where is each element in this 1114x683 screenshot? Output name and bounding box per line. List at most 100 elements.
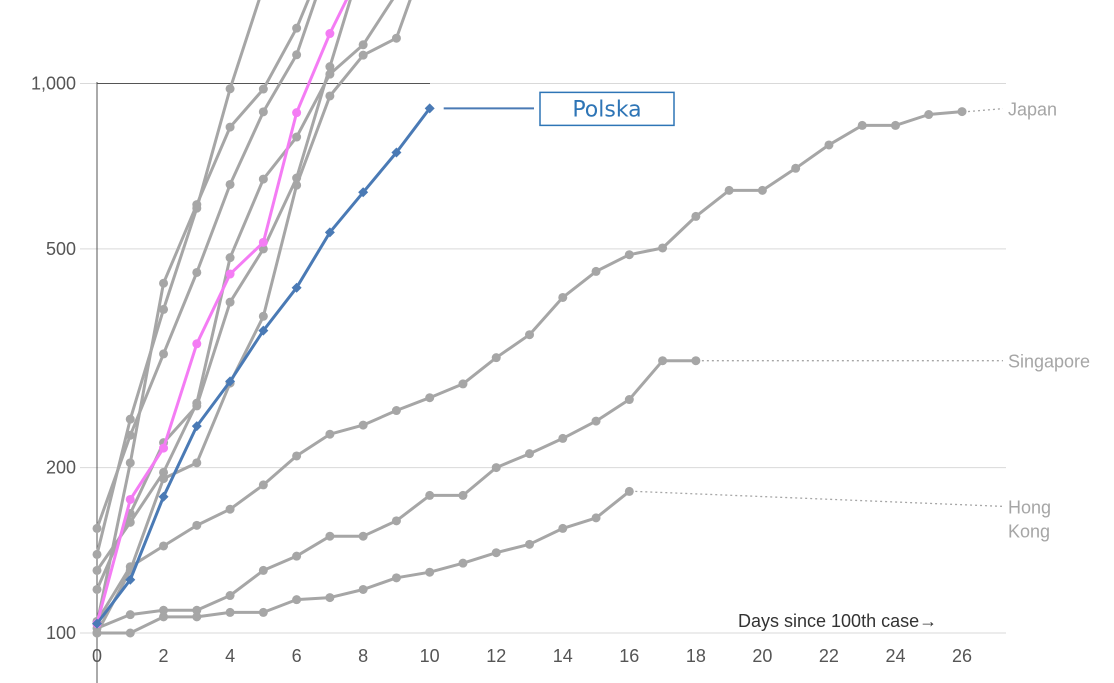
data-point-us <box>192 339 202 349</box>
data-point-japan <box>225 504 235 514</box>
data-point-japan <box>325 429 335 439</box>
series-line-singapore <box>96 359 696 630</box>
data-point-japan <box>258 480 268 490</box>
data-point-france <box>258 311 268 321</box>
series-italy <box>92 0 317 533</box>
data-point-polska <box>92 618 102 629</box>
data-point-polska <box>158 491 169 502</box>
data-point-singapore <box>325 531 335 541</box>
data-point-japan <box>125 562 135 572</box>
data-point-polska <box>225 376 236 387</box>
data-point-germany <box>225 253 235 263</box>
data-point-hong-kong <box>425 567 435 577</box>
series-singapore <box>92 356 701 633</box>
data-point-germany <box>125 517 135 527</box>
axes: 1002005001,0002,0005,00010,00020,0000246… <box>31 74 972 683</box>
data-point-polska <box>125 574 136 585</box>
data-point-germany <box>325 69 335 79</box>
data-point-us <box>225 269 235 279</box>
series-us <box>92 0 349 629</box>
data-point-france <box>292 180 302 190</box>
series-line-germany <box>95 0 395 572</box>
data-point-singapore <box>658 356 668 366</box>
data-point-polska <box>191 421 202 432</box>
data-point-us <box>159 443 169 453</box>
x-tick-label: 2 <box>159 646 169 666</box>
x-tick-label: 8 <box>358 646 368 666</box>
x-tick-label: 14 <box>553 646 573 666</box>
x-tick-label: 26 <box>952 646 972 666</box>
data-point-singapore <box>591 416 601 426</box>
data-point-polska <box>324 227 335 238</box>
data-point-japan <box>857 120 867 130</box>
data-point-singapore <box>624 395 634 405</box>
data-point-hong-kong <box>225 607 235 617</box>
data-point-iran <box>125 414 135 424</box>
data-point-us <box>258 237 268 247</box>
data-point-japan <box>391 406 401 416</box>
data-point-s-korea <box>258 84 268 94</box>
series-line-iran <box>95 0 261 555</box>
data-point-hong-kong <box>624 486 634 496</box>
data-point-singapore <box>558 433 568 443</box>
series-layer <box>92 0 967 638</box>
y-tick-label: 100 <box>46 623 76 643</box>
data-point-spain <box>325 62 335 72</box>
data-point-italy <box>92 523 102 533</box>
data-point-japan <box>491 353 501 363</box>
data-point-japan <box>724 185 734 195</box>
data-point-hong-kong <box>591 513 601 523</box>
data-point-japan <box>591 266 601 276</box>
data-point-japan <box>658 243 668 253</box>
x-tick-label: 24 <box>885 646 905 666</box>
series-label-line: Japan <box>1008 100 1057 120</box>
data-point-iran <box>159 304 169 314</box>
data-point-japan <box>890 120 900 130</box>
data-point-iran <box>92 549 102 559</box>
data-point-italy <box>192 267 202 277</box>
data-point-japan <box>757 185 767 195</box>
data-point-japan <box>425 393 435 403</box>
leader-line-hong-kong <box>635 490 1004 508</box>
data-point-s-korea <box>225 122 235 132</box>
data-point-germany <box>292 132 302 142</box>
data-point-singapore <box>425 490 435 500</box>
data-point-hong-kong <box>258 607 268 617</box>
y-tick-label: 500 <box>46 239 76 259</box>
country-labels: ItalyIranSpainGermanyFranceS. KoreaJapan… <box>443 91 1090 541</box>
y-tick-label: 1,000 <box>31 74 76 94</box>
data-point-japan <box>292 451 302 461</box>
x-tick-label: 0 <box>92 646 102 666</box>
series-spain <box>92 0 352 594</box>
data-point-italy <box>258 107 268 117</box>
x-tick-label: 4 <box>225 646 235 666</box>
data-point-japan <box>458 379 468 389</box>
data-point-polska <box>291 282 302 293</box>
data-point-germany <box>258 174 268 184</box>
data-point-france <box>159 474 169 484</box>
y-tick-label: 200 <box>46 458 76 478</box>
data-point-japan <box>691 211 701 221</box>
series-line-spain <box>95 0 352 591</box>
data-point-germany <box>159 467 169 477</box>
data-point-singapore <box>125 610 135 620</box>
series-hong-kong <box>92 486 634 638</box>
data-point-hong-kong <box>292 595 302 605</box>
x-axis-title: Days since 100th case→ <box>738 611 937 631</box>
data-point-singapore <box>358 531 368 541</box>
data-point-japan <box>192 520 202 530</box>
series-label-line: Kong <box>1008 521 1050 541</box>
leader-line-japan <box>967 107 1004 113</box>
data-point-s-korea <box>125 458 135 468</box>
data-point-singapore <box>159 605 169 615</box>
data-point-hong-kong <box>391 573 401 583</box>
data-point-japan <box>159 541 169 551</box>
data-point-japan <box>791 163 801 173</box>
data-point-singapore <box>458 490 468 500</box>
x-tick-label: 20 <box>752 646 772 666</box>
data-point-france <box>391 33 401 43</box>
data-point-polska <box>391 147 402 158</box>
data-point-japan <box>924 110 934 120</box>
data-point-hong-kong <box>192 612 202 622</box>
data-point-hong-kong <box>325 593 335 603</box>
